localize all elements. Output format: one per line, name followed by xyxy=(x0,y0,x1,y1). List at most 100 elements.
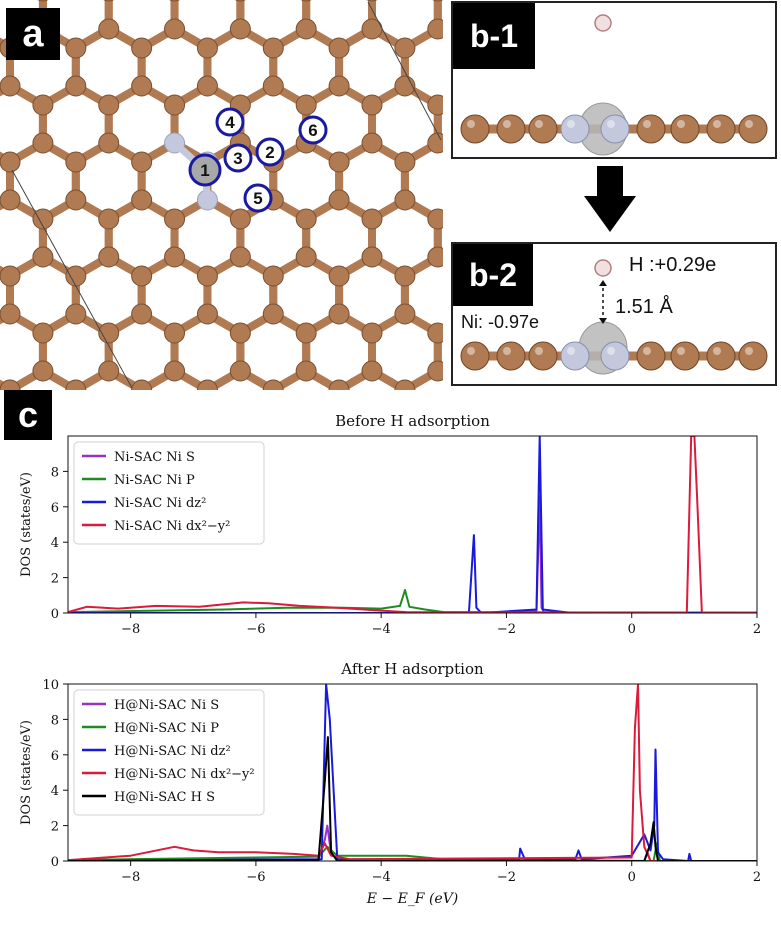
carbon-atom xyxy=(262,379,284,390)
carbon-atom xyxy=(738,114,768,144)
legend-entry: Ni-SAC Ni dx²−y² xyxy=(114,519,230,534)
carbon-atom xyxy=(300,0,312,2)
carbon-atom xyxy=(295,246,317,268)
carbon-atom xyxy=(361,132,383,154)
legend-entry: H@Ni-SAC Ni S xyxy=(114,698,219,713)
y-tick-label: 6 xyxy=(51,749,59,764)
atom-highlight xyxy=(713,347,721,355)
carbon-atom xyxy=(636,114,666,144)
carbon-atom xyxy=(427,208,443,230)
carbon-atom xyxy=(32,94,54,116)
carbon-atom xyxy=(164,208,186,230)
nitrogen-atom xyxy=(600,341,630,371)
atom-highlight xyxy=(567,347,575,355)
plot-frame xyxy=(67,683,758,862)
carbon-atom xyxy=(98,18,120,40)
legend-entry: H@Ni-SAC Ni dx²−y² xyxy=(114,767,255,782)
atom-highlight xyxy=(713,120,721,128)
carbon-atom xyxy=(328,265,350,287)
carbon-atom xyxy=(65,37,87,59)
carbon-atom xyxy=(98,246,120,268)
legend-entry: Ni-SAC Ni S xyxy=(114,450,195,465)
carbon-atom xyxy=(229,246,251,268)
carbon-atom xyxy=(361,94,383,116)
chart-title: After H adsorption xyxy=(340,660,484,678)
carbon-atom xyxy=(131,265,153,287)
carbon-atom xyxy=(361,208,383,230)
carbon-atom xyxy=(98,360,120,382)
x-tick-label: −6 xyxy=(246,870,265,885)
carbon-atom xyxy=(328,75,350,97)
carbon-atom xyxy=(0,379,21,390)
carbon-atom xyxy=(98,94,120,116)
atom-highlight xyxy=(503,347,511,355)
carbon-atom xyxy=(394,379,416,390)
legend-entry: Ni-SAC Ni dz² xyxy=(114,496,206,511)
carbon-atom xyxy=(65,151,87,173)
carbon-atom xyxy=(738,341,768,371)
carbon-atom xyxy=(262,265,284,287)
carbon-atom xyxy=(131,303,153,325)
panel-b1-label: b-1 xyxy=(453,3,535,69)
carbon-atom xyxy=(460,114,490,144)
carbon-atom xyxy=(328,303,350,325)
panel-b2-box: b-2 H :+0.29e 1.51 Å Ni: -0.97e xyxy=(451,242,777,386)
carbon-atom xyxy=(0,189,21,211)
panel-b2-side-view xyxy=(460,259,768,375)
panel-b1-box: b-1 xyxy=(451,1,777,159)
nitrogen-atom xyxy=(560,341,590,371)
carbon-atom xyxy=(229,18,251,40)
carbon-atom xyxy=(229,360,251,382)
carbon-atom xyxy=(65,75,87,97)
carbon-atom xyxy=(131,37,153,59)
carbon-atom xyxy=(164,246,186,268)
atom-highlight xyxy=(503,120,511,128)
carbon-atom xyxy=(366,0,378,2)
site-ring xyxy=(223,143,253,173)
side-atoms xyxy=(460,102,768,156)
legend-entry: H@Ni-SAC H S xyxy=(114,790,215,805)
site-label: 3 xyxy=(233,149,242,168)
carbon-atom xyxy=(131,189,153,211)
ni-atom xyxy=(188,153,222,187)
carbon-atom xyxy=(32,132,54,154)
bond-distance-label: 1.51 Å xyxy=(615,296,673,318)
site-label: 1 xyxy=(200,161,209,180)
carbon-atom xyxy=(131,151,153,173)
carbon-atom xyxy=(196,37,218,59)
carbon-atom xyxy=(65,303,87,325)
carbon-atom xyxy=(262,303,284,325)
carbon-atom xyxy=(164,322,186,344)
carbon-atom xyxy=(361,246,383,268)
carbon-atom xyxy=(262,37,284,59)
y-axis-label: DOS (states/eV) xyxy=(19,472,34,577)
cell-edge xyxy=(11,169,133,389)
carbon-atom xyxy=(98,208,120,230)
carbon-atom xyxy=(670,341,700,371)
carbon-atom xyxy=(37,0,49,2)
carbon-atom xyxy=(0,303,21,325)
x-tick-label: −4 xyxy=(372,870,391,885)
panel-c-label: c xyxy=(4,390,52,440)
x-tick-label: −8 xyxy=(121,622,140,637)
carbon-atom xyxy=(0,151,21,173)
carbon-atom xyxy=(427,132,443,154)
carbon-atom xyxy=(427,94,443,116)
carbon-atom xyxy=(164,18,186,40)
site-label: 6 xyxy=(308,121,317,140)
carbon-atom xyxy=(295,360,317,382)
carbon-atom xyxy=(361,360,383,382)
carbon-atom xyxy=(98,132,120,154)
carbon-atom xyxy=(394,303,416,325)
site-label: 2 xyxy=(265,143,274,162)
legend-entry: H@Ni-SAC Ni P xyxy=(114,721,219,736)
x-axis-label: E − E_F (eV) xyxy=(366,891,459,907)
site-ring xyxy=(243,183,273,213)
carbon-atom xyxy=(706,341,736,371)
site-ring xyxy=(255,137,285,167)
carbon-atom xyxy=(229,208,251,230)
carbon-atom xyxy=(295,322,317,344)
carbon-atom xyxy=(427,360,443,382)
x-tick-label: −4 xyxy=(372,622,391,637)
dos-chart-before: Before H adsorption −8 −6 −4 −2 0 2 0 2 4 6 8 DOS (s… xyxy=(19,412,761,637)
